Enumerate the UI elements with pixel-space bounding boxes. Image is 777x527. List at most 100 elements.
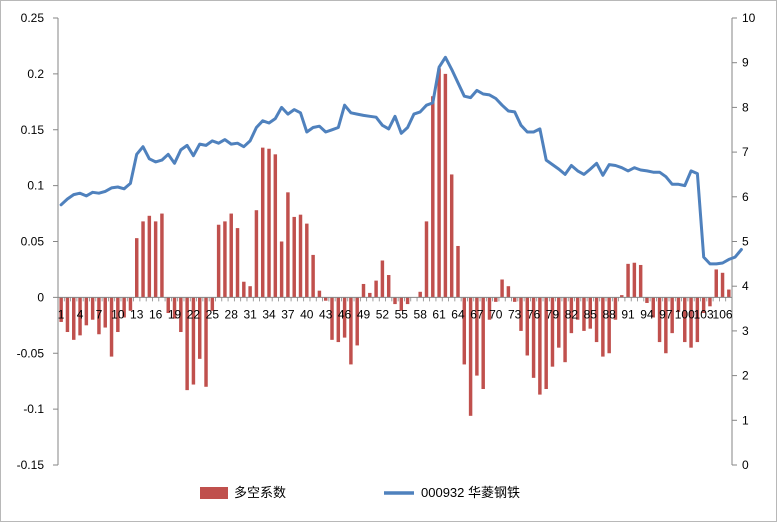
- bar: [191, 297, 196, 385]
- right-tick-label: 9: [742, 56, 749, 70]
- bar: [361, 283, 366, 298]
- x-tick-label: 49: [357, 307, 371, 321]
- bar: [160, 213, 164, 298]
- right-tick-label: 4: [742, 279, 749, 293]
- left-tick-label: -0.15: [17, 458, 45, 472]
- x-tick-label: 43: [319, 307, 333, 321]
- right-tick-label: 6: [742, 190, 749, 204]
- bar: [651, 297, 655, 318]
- bar: [147, 215, 152, 298]
- bar: [563, 297, 567, 363]
- left-tick-label: 0.15: [21, 123, 45, 137]
- bar: [714, 269, 718, 298]
- bar: [575, 297, 580, 320]
- bar: [72, 297, 76, 340]
- bar: [235, 228, 240, 298]
- bar: [431, 96, 435, 298]
- bar: [84, 297, 89, 326]
- x-tick-label: 100: [675, 307, 695, 321]
- x-tick-label: 58: [414, 307, 428, 321]
- x-tick-label: 40: [300, 307, 314, 321]
- bar: [550, 297, 555, 367]
- right-tick-label: 10: [742, 11, 756, 25]
- x-axis: 1 4 7 10 13 16 19 22 25 28 31 34 37 40 43 46 49 52 55 58 61 6…: [57, 296, 733, 321]
- x-tick-label: 10: [111, 307, 125, 321]
- right-tick-label: 3: [742, 324, 749, 338]
- right-tick-label: 8: [742, 100, 749, 114]
- bar: [569, 297, 574, 334]
- bar: [494, 297, 498, 302]
- bar: [632, 262, 637, 298]
- bar: [342, 297, 347, 338]
- x-tick-label: 106: [713, 307, 733, 321]
- right-y-axis: 0 1 2 3 4 5 6 7 8 9 10: [731, 11, 756, 472]
- bar: [676, 297, 681, 312]
- bar: [594, 297, 599, 343]
- bar: [424, 221, 429, 298]
- bar: [664, 297, 668, 354]
- x-tick-label: 25: [206, 307, 220, 321]
- bar: [349, 297, 353, 365]
- bar: [135, 238, 139, 298]
- bar: [588, 297, 593, 329]
- bar: [204, 297, 208, 387]
- right-tick-label: 2: [742, 369, 749, 383]
- bar: [399, 297, 404, 311]
- x-tick-label: 91: [621, 307, 635, 321]
- bar: [229, 213, 233, 298]
- bar: [500, 279, 504, 298]
- bar: [153, 221, 158, 298]
- bar: [695, 297, 700, 343]
- right-tick-label: 5: [742, 235, 749, 249]
- x-tick-label: 85: [584, 307, 598, 321]
- bar: [512, 297, 517, 302]
- bar: [179, 297, 183, 333]
- bar: [468, 297, 473, 416]
- x-tick-label: 1: [58, 307, 65, 321]
- bar: [103, 297, 107, 328]
- bar: [248, 286, 252, 298]
- bar: [683, 297, 687, 343]
- bar: [273, 154, 278, 298]
- x-tick-label: 13: [130, 307, 144, 321]
- bar: [481, 297, 485, 390]
- bar: [223, 221, 227, 298]
- legend-swatch-bar: [200, 487, 228, 499]
- x-tick-label: 7: [96, 307, 103, 321]
- bar: [519, 297, 523, 331]
- bar: [317, 290, 322, 298]
- x-tick-label: 46: [338, 307, 352, 321]
- x-tick-label: 52: [376, 307, 390, 321]
- bar: [260, 147, 265, 298]
- x-tick-label: 97: [659, 307, 673, 321]
- bar: [689, 297, 693, 348]
- bar: [393, 297, 397, 305]
- x-tick-label: 76: [527, 307, 541, 321]
- bar: [336, 297, 341, 343]
- bar-series: [59, 68, 731, 416]
- bar: [487, 297, 492, 320]
- x-tick-label: 73: [508, 307, 522, 321]
- bar: [185, 297, 189, 391]
- bar: [279, 241, 284, 298]
- bar: [267, 148, 271, 298]
- bar: [418, 291, 422, 298]
- bar: [557, 297, 561, 348]
- bar: [456, 245, 460, 298]
- bar: [323, 297, 328, 301]
- bar: [449, 174, 454, 298]
- line-series: [59, 55, 743, 266]
- bar: [78, 297, 82, 336]
- right-tick-label: 0: [742, 458, 749, 472]
- bar: [197, 297, 202, 359]
- x-tick-label: 16: [149, 307, 163, 321]
- price-line: [59, 55, 743, 266]
- x-tick-label: 94: [640, 307, 654, 321]
- x-tick-label: 34: [262, 307, 276, 321]
- bar: [544, 297, 548, 390]
- bar: [613, 297, 618, 320]
- x-tick-label: 79: [546, 307, 560, 321]
- x-tick-label: 70: [489, 307, 503, 321]
- bar: [645, 297, 649, 303]
- x-tick-label: 82: [565, 307, 579, 321]
